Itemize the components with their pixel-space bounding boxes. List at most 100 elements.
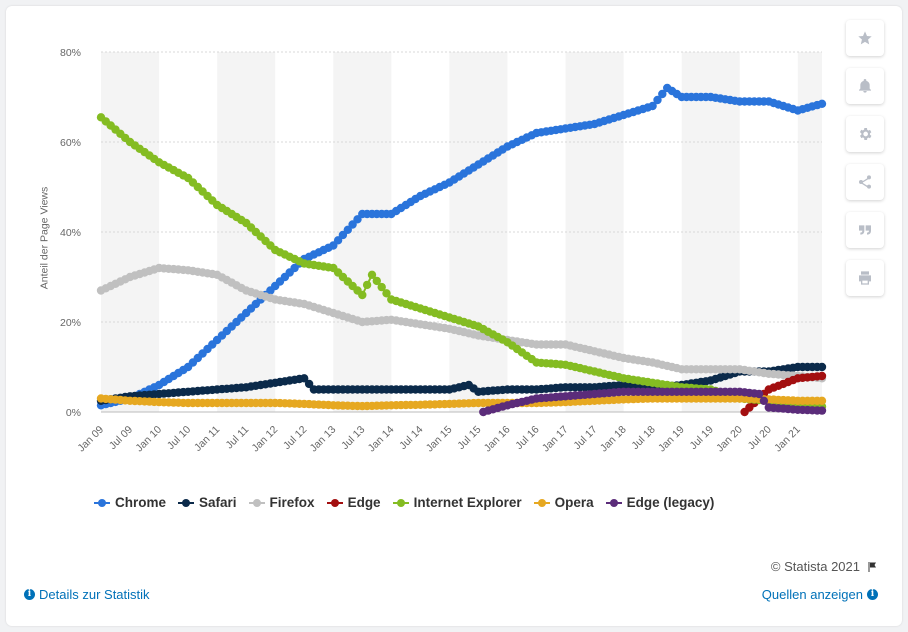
x-tick-label: Jul 12 [281, 424, 309, 452]
legend-marker [392, 498, 409, 507]
x-tick-label: Jul 15 [455, 424, 483, 452]
favorite-button[interactable] [846, 20, 884, 56]
x-tick-label: Jul 14 [397, 424, 425, 452]
x-tick-label: Jan 12 [250, 424, 281, 455]
y-axis-label: Anteil der Page Views [37, 186, 50, 290]
settings-button[interactable] [846, 116, 884, 152]
x-tick-label: Jan 10 [133, 424, 164, 455]
flag-icon[interactable] [866, 561, 878, 573]
x-tick-label: Jul 16 [513, 424, 541, 452]
data-point [658, 89, 667, 99]
x-tick-label: Jul 20 [746, 424, 774, 452]
y-tick-label: 0% [66, 407, 81, 419]
copyright-note: © Statista 2021 [771, 559, 878, 574]
details-link-label: Details zur Statistik [39, 587, 150, 602]
gridlines [101, 51, 822, 413]
print-icon [859, 271, 871, 285]
legend-label: Edge (legacy) [626, 495, 715, 510]
x-tick-label: Jan 21 [772, 424, 803, 455]
x-tick-label: Jan 16 [482, 424, 513, 455]
bell-icon [859, 79, 871, 93]
x-tick-label: Jan 17 [540, 424, 571, 455]
legend-marker [178, 498, 195, 507]
legend-label: Safari [199, 495, 237, 510]
legend-item[interactable]: Firefox [248, 495, 315, 510]
data-point [372, 276, 381, 286]
x-tick-label: Jan 09 [75, 424, 106, 455]
data-point [653, 95, 662, 105]
legend-marker [605, 498, 622, 507]
star-icon [858, 31, 872, 45]
legend-marker [533, 498, 550, 507]
x-tick-label: Jul 19 [688, 424, 716, 452]
legend-item[interactable]: Opera [533, 495, 594, 510]
data-point [382, 289, 391, 298]
info-icon: i [24, 589, 35, 600]
data-point [648, 101, 657, 111]
series-firefox [96, 263, 827, 383]
x-tick-label: Jul 17 [571, 424, 599, 452]
data-point [817, 371, 827, 381]
legend-label: Opera [554, 495, 594, 510]
sources-link-label: Quellen anzeigen [761, 587, 863, 602]
series-chrome [96, 83, 827, 410]
data-point [377, 282, 386, 292]
details-link[interactable]: i Details zur Statistik [24, 587, 150, 602]
quote-icon [859, 225, 871, 235]
legend-label: Firefox [269, 495, 315, 510]
copyright-text: © Statista 2021 [770, 559, 860, 574]
series-opera [96, 394, 827, 411]
legend-label: Edge [347, 495, 381, 510]
legend-marker [248, 498, 265, 507]
x-tick-label: Jan 20 [714, 424, 745, 455]
series-edge-legacy [479, 387, 827, 417]
x-tick-label: Jan 13 [308, 424, 339, 455]
legend-label: Chrome [115, 495, 167, 510]
sources-link[interactable]: Quellen anzeigen i [762, 587, 878, 602]
data-point [367, 270, 377, 279]
cite-button[interactable] [846, 212, 884, 248]
share-button[interactable] [846, 164, 884, 200]
data-point [304, 379, 314, 389]
legend-item[interactable]: Internet Explorer [392, 495, 522, 510]
data-point [300, 374, 309, 383]
legend-label: Internet Explorer [413, 495, 522, 510]
x-tick-label: Jan 14 [366, 424, 397, 455]
data-point [362, 280, 372, 290]
data-point [817, 362, 827, 372]
series-group [96, 83, 827, 417]
legend-marker [326, 498, 343, 507]
legend-item[interactable]: Edge [326, 495, 381, 510]
data-point [817, 406, 827, 415]
share-icon [859, 175, 871, 189]
gear-icon [859, 128, 872, 140]
y-axis-ticks: 0% 20% 40% 60% 80% [60, 47, 81, 419]
y-tick-label: 60% [60, 137, 81, 149]
x-tick-label: Jul 18 [629, 424, 657, 452]
print-button[interactable] [846, 260, 884, 296]
y-tick-label: 40% [60, 227, 81, 239]
x-tick-label: Jul 13 [339, 424, 367, 452]
data-point [817, 396, 827, 405]
data-point [817, 99, 827, 109]
x-tick-label: Jul 10 [165, 424, 193, 452]
chart-legend: Chrome Safari Firefox Edge Internet Explorer… [94, 495, 726, 510]
data-point [754, 389, 764, 399]
x-tick-label: Jan 18 [598, 424, 629, 455]
side-toolbar [846, 20, 886, 308]
x-tick-label: Jan 11 [192, 424, 222, 454]
legend-item[interactable]: Chrome [94, 495, 166, 510]
legend-item[interactable]: Edge (legacy) [605, 495, 715, 510]
x-tick-label: Jan 15 [424, 424, 455, 455]
info-icon: i [867, 589, 878, 600]
notification-button[interactable] [846, 68, 884, 104]
data-point [759, 396, 769, 405]
x-tick-label: Jul 11 [224, 424, 252, 452]
legend-item[interactable]: Safari [178, 495, 237, 510]
x-tick-label: Jul 09 [107, 424, 135, 452]
y-tick-label: 20% [60, 317, 81, 329]
legend-marker [94, 498, 110, 507]
y-tick-label: 80% [60, 47, 81, 59]
